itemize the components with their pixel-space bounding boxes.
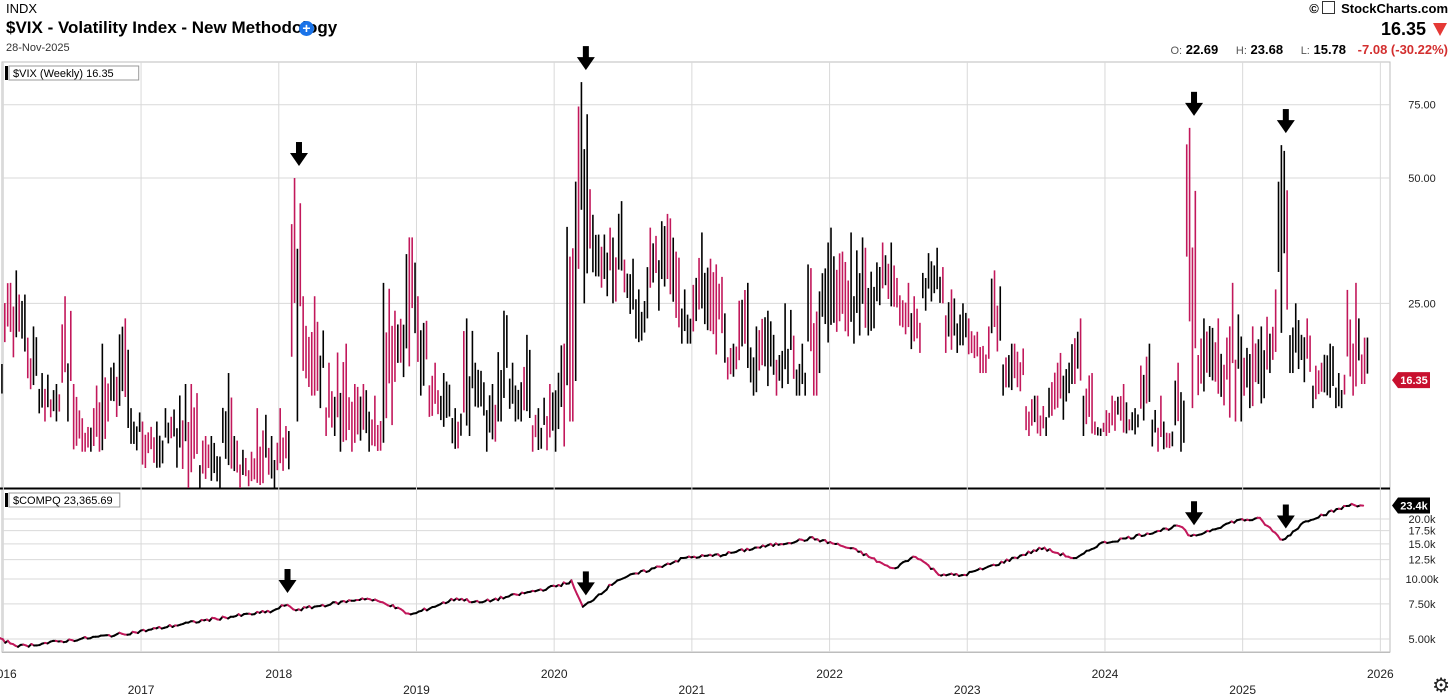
svg-text:16.35: 16.35 xyxy=(1400,375,1428,387)
x-tick-label: 2025 xyxy=(1229,683,1256,697)
compq-y-tick-label: 10.00k xyxy=(1405,574,1439,586)
open-label: O: xyxy=(1170,45,1183,57)
last-price: 16.35 xyxy=(1380,19,1426,39)
change-value: -7.08 (-30.22%) xyxy=(1357,42,1448,57)
svg-text:$VIX (Weekly) 16.35: $VIX (Weekly) 16.35 xyxy=(13,68,114,80)
compq-legend: $COMPQ 23,365.69 xyxy=(5,492,121,508)
copyright-label: © xyxy=(1309,1,1319,16)
open-value: 22.69 xyxy=(1185,42,1219,57)
down-arrow-icon xyxy=(289,142,308,167)
compq-line-segment xyxy=(578,599,584,608)
compq-y-tick-label: 15.0k xyxy=(1409,539,1436,551)
x-tick-label: 2021 xyxy=(679,683,706,697)
compq-line-segment xyxy=(576,593,581,602)
low-label: L: xyxy=(1300,45,1310,57)
low-value: 15.78 xyxy=(1313,42,1347,57)
down-arrow-icon xyxy=(278,569,297,594)
compq-last-tag: 23.4k xyxy=(1392,497,1430,514)
compq-y-tick-label: 20.0k xyxy=(1409,514,1436,526)
down-arrow-icon xyxy=(1276,504,1295,529)
chart-title: $VIX - Volatility Index - New Methodolog… xyxy=(6,18,338,37)
down-triangle-icon xyxy=(1433,23,1447,36)
chart-date: 28-Nov-2025 xyxy=(6,42,70,54)
x-tick-label: 2019 xyxy=(403,683,430,697)
down-arrow-icon xyxy=(1276,109,1295,134)
high-label: H: xyxy=(1235,45,1247,57)
compq-y-tick-label: 7.50k xyxy=(1409,599,1436,611)
down-arrow-icon xyxy=(1185,91,1204,116)
compq-y-tick-label: 5.00k xyxy=(1409,634,1436,646)
compq-line-segment xyxy=(573,586,579,596)
down-arrow-icon xyxy=(1185,501,1204,526)
vix-bars xyxy=(1,82,1369,488)
compq-line-segment xyxy=(570,579,576,589)
vix-y-tick-label: 25.00 xyxy=(1408,298,1436,310)
vix-y-tick-label: 50.00 xyxy=(1408,173,1436,185)
compq-y-tick-label: 17.5k xyxy=(1409,526,1436,538)
plot-frame xyxy=(1,61,1391,653)
compq-series xyxy=(0,502,1365,648)
down-arrow-icon xyxy=(576,571,595,596)
x-tick-label: 2024 xyxy=(1092,667,1119,681)
compq-y-tick-label: 12.5k xyxy=(1409,555,1436,567)
high-value: 23.68 xyxy=(1250,42,1284,57)
brand-logo[interactable]: © StockCharts.com xyxy=(1309,1,1448,16)
x-tick-label: 2018 xyxy=(265,667,292,681)
vix-last-tag: 16.35 xyxy=(1392,372,1430,389)
down-arrow-icon xyxy=(576,46,595,71)
brand-name: StockCharts.com xyxy=(1341,1,1448,16)
gear-icon[interactable]: ⚙ xyxy=(1432,675,1450,697)
x-tick-label: 2022 xyxy=(816,667,843,681)
x-tick-label: 2026 xyxy=(1367,667,1394,681)
plus-circle-icon[interactable]: + xyxy=(299,21,314,36)
svg-text:23.4k: 23.4k xyxy=(1400,501,1428,513)
vix-legend: $VIX (Weekly) 16.35 xyxy=(5,65,140,81)
x-tick-label: 2017 xyxy=(128,683,155,697)
ohlc-readout: O: 22.69 H: 23.68 L: 15.78 -7.08 (-30.22… xyxy=(1156,42,1448,57)
x-tick-label: 2023 xyxy=(954,683,981,697)
stockcharts-icon xyxy=(1322,1,1336,14)
vix-y-tick-label: 75.00 xyxy=(1408,100,1436,112)
svg-text:$COMPQ 23,365.69: $COMPQ 23,365.69 xyxy=(13,495,113,507)
x-tick-label: 2016 xyxy=(0,667,17,681)
x-tick-label: 2020 xyxy=(541,667,568,681)
exchange-label: INDX xyxy=(6,1,38,16)
